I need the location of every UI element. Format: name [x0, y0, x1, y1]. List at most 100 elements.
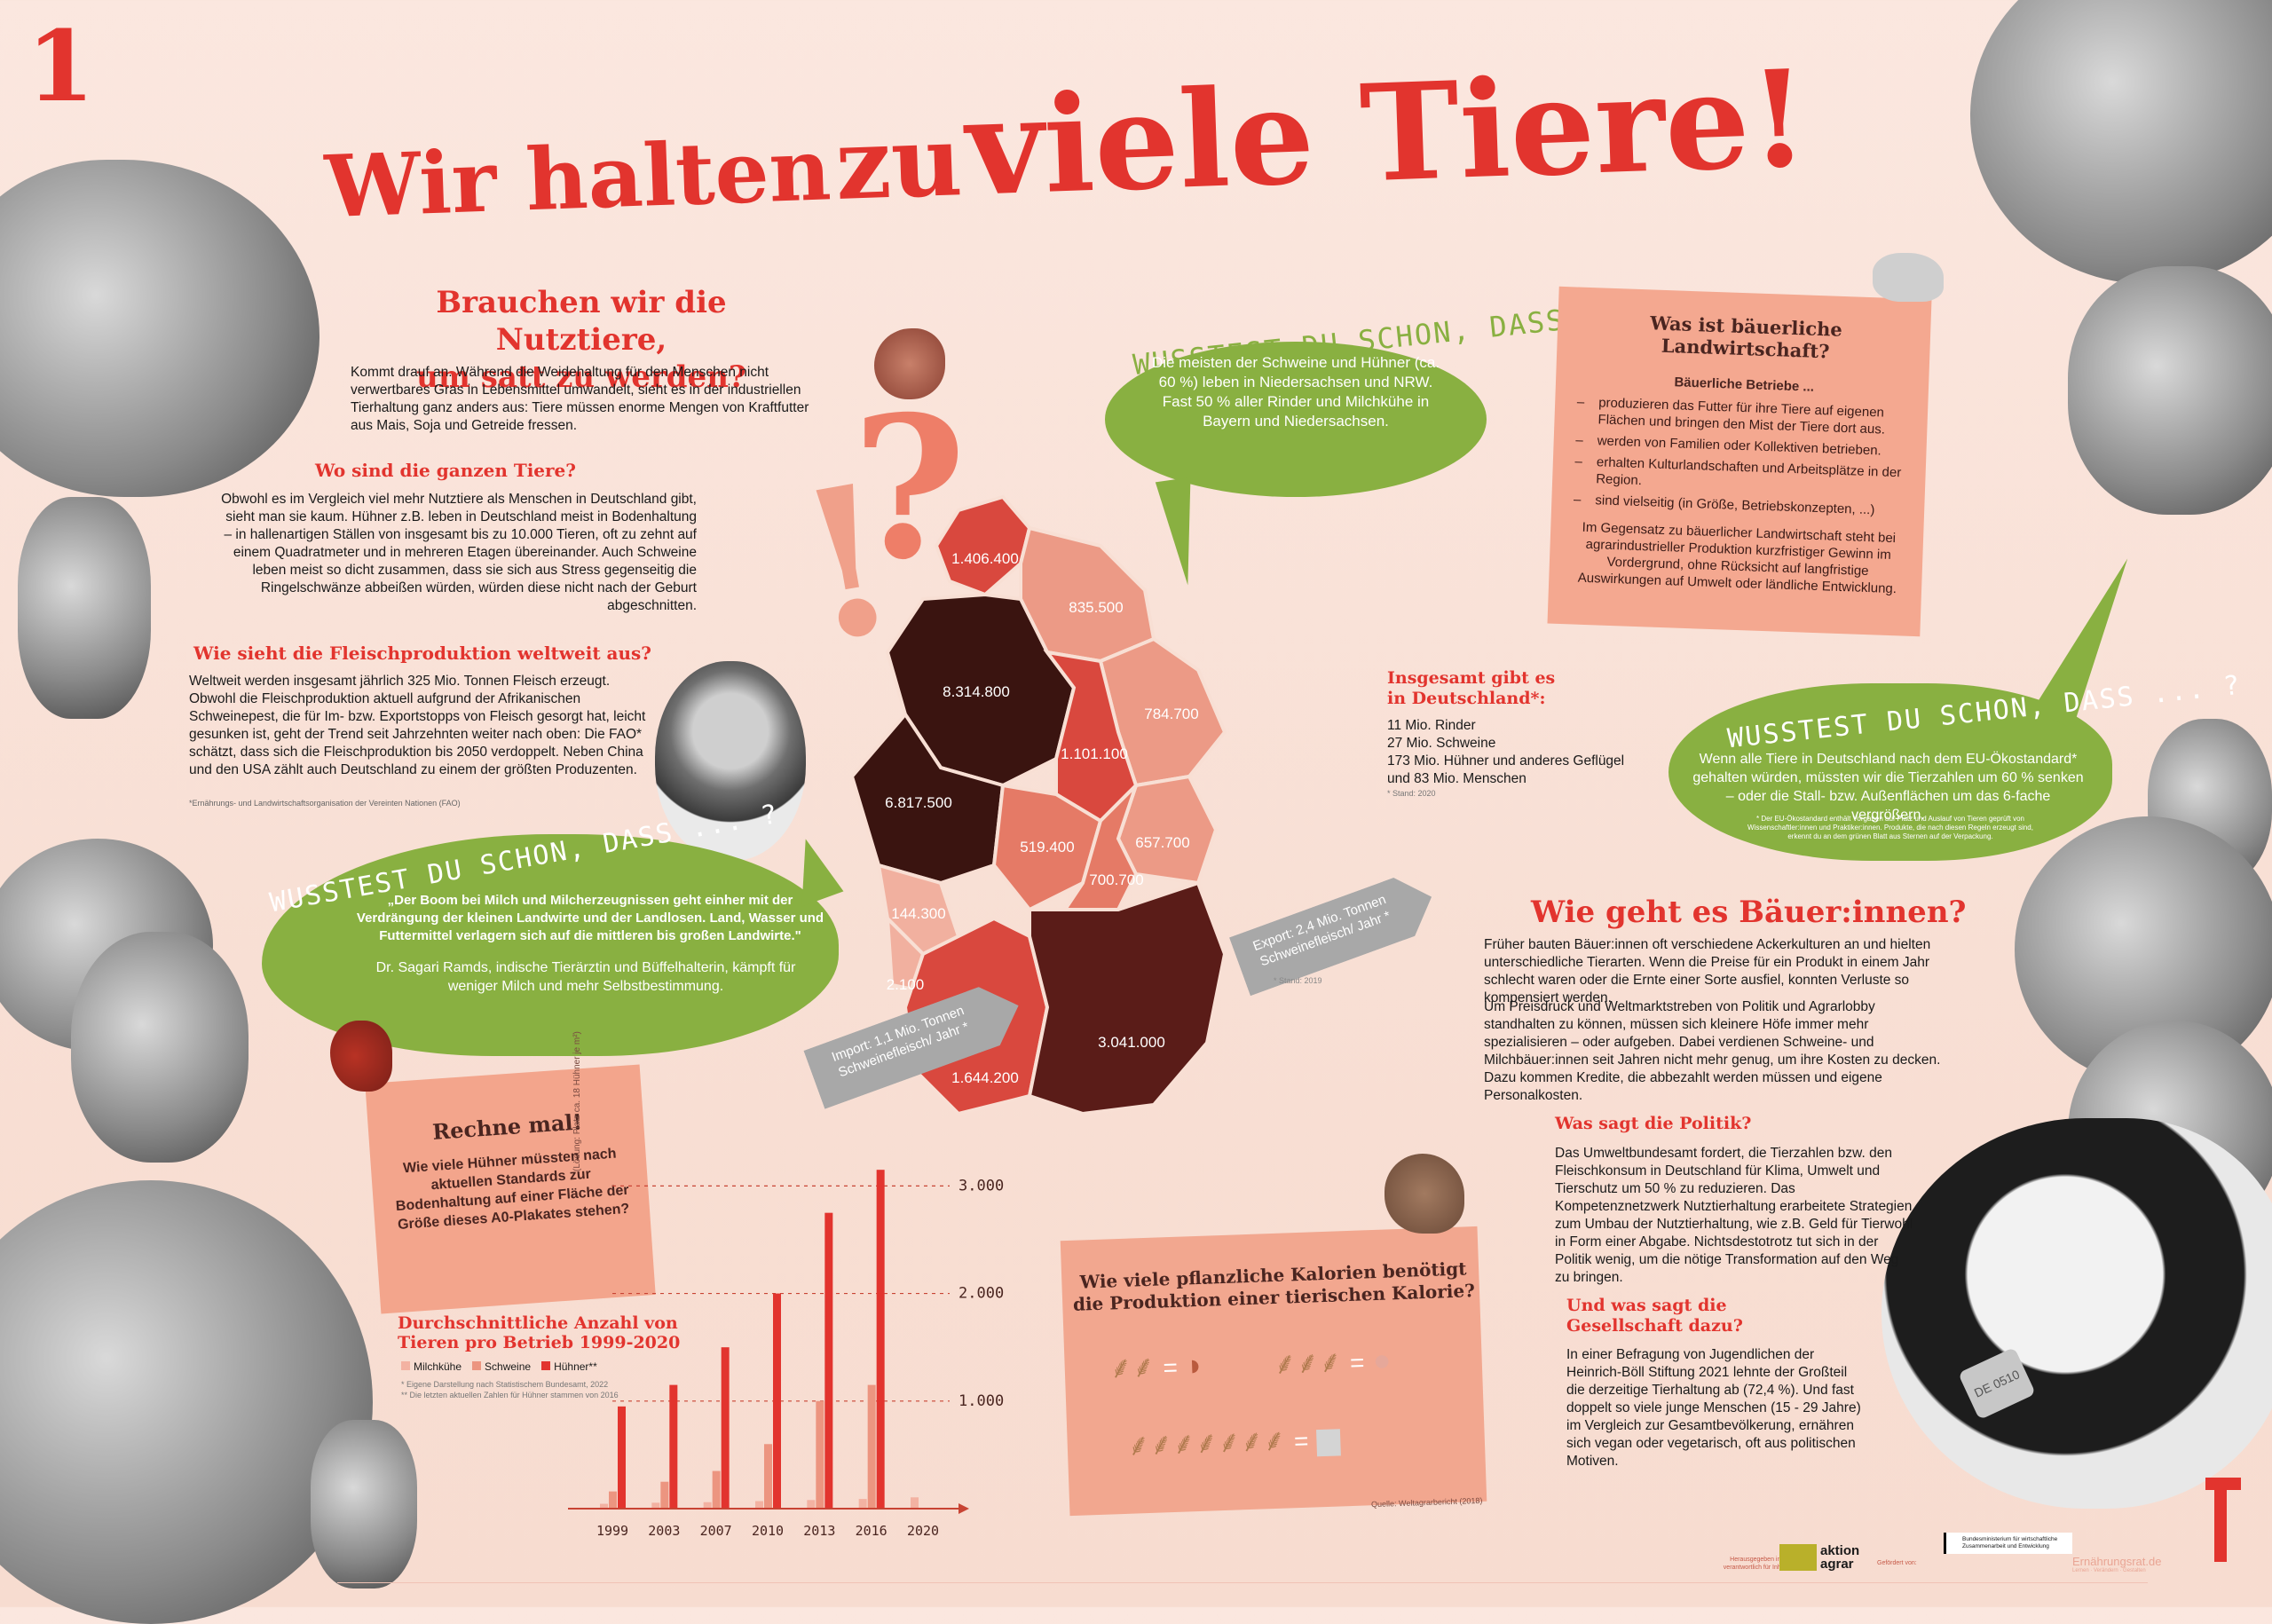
s3-footnote: *Ernährungs- und Landwirtschaftsorganisa… [189, 799, 461, 808]
s1-heading-line2: um satt zu werden? [416, 359, 746, 395]
s3-heading: Wie sieht die Fleischproduktion weltweit… [193, 643, 652, 664]
kalorien-equation-pig: ⸙⸙⸙ = ● [1273, 1338, 1392, 1384]
red-t-logo [2205, 1478, 2241, 1562]
x-tick-label: 2007 [700, 1523, 732, 1539]
chart-bar [773, 1293, 781, 1509]
chart-bar [764, 1444, 772, 1509]
totals-note: * Stand: 2020 [1387, 789, 1436, 798]
map-region-label: 700.700 [1089, 871, 1143, 888]
legend-swatch [401, 1361, 410, 1370]
map-region-label: 519.400 [1020, 839, 1074, 855]
y-tick-label: 1.000 [958, 1392, 1004, 1410]
footer-publisher-label: Herausgegeben in und verantwortlich für … [1723, 1557, 1793, 1571]
ruler-line [337, 1582, 2148, 1583]
s-gesellschaft-heading: Und was sagt die Gesellschaft dazu? [1566, 1296, 1743, 1336]
chart-bar [721, 1347, 730, 1509]
logo-bmz: Bundesministerium für wirtschaftliche Zu… [1944, 1533, 2072, 1554]
legend-label: Schweine [485, 1360, 532, 1373]
bubble-left-quote: „Der Boom bei Milch und Milcherzeugnisse… [356, 893, 824, 943]
blw-list: – produzieren das Futter für ihre Tiere a… [1574, 393, 1910, 519]
totals-line: und 83 Mio. Menschen [1387, 771, 1526, 786]
chart-bar [703, 1502, 712, 1509]
bubble-right [1668, 683, 2112, 861]
bubble-left-attribution: Dr. Sagari Ramds, indische Tierärztin un… [375, 960, 796, 994]
pig-snout-photo [0, 1180, 373, 1624]
map-region-label: 1.644.200 [951, 1069, 1019, 1086]
chart-bar [618, 1406, 626, 1509]
pig-icon: ● [1372, 1343, 1392, 1378]
blw-item-text: produzieren das Futter für ihre Tiere au… [1598, 395, 1886, 438]
map-region [934, 494, 1032, 597]
s-bauern-p1: Früher bauten Bäuer:innen oft verschiede… [1484, 937, 1931, 1005]
turkey-illustration [1384, 1154, 1464, 1234]
cow-icon: ▆ [1316, 1421, 1341, 1456]
blw-subheading: Bäuerliche Betriebe ... [1674, 374, 1815, 395]
kalorien-equation-cow: ⸙⸙⸙⸙⸙⸙⸙ = ▆ [1126, 1416, 1340, 1464]
x-tick-label: 2010 [752, 1523, 784, 1539]
aktion-agrar-text: aktion agrar [1820, 1543, 1860, 1572]
cow-nose-photo [1970, 0, 2272, 284]
s2-body: Obwohl es im Vergleich viel mehr Nutztie… [221, 492, 697, 613]
blw-item: – produzieren das Futter für ihre Tiere a… [1576, 393, 1910, 438]
export-note: * Stand: 2019 [1274, 976, 1322, 985]
s2-heading: Wo sind die ganzen Tiere? [315, 460, 577, 481]
legend-item: Hühner** [541, 1360, 597, 1373]
bar-chart: 1.000 2.000 3.000 1999 2003 2007 2010 2013 2016 2… [568, 1170, 1004, 1539]
y-tick-label: 3.000 [958, 1177, 1004, 1194]
chart-legend: Milchkühe Schweine Hühner** [401, 1360, 597, 1373]
bubble-top [1105, 342, 1487, 497]
map-region-label: 1.406.400 [951, 550, 1019, 567]
s1-heading-line1: Brauchen wir die Nutztiere, [436, 285, 727, 358]
s-gesellschaft-heading-line2: Gesellschaft dazu? [1566, 1316, 1743, 1336]
chart-bar [755, 1501, 763, 1509]
map-region-label: 657.700 [1135, 834, 1189, 851]
portrait-photo [655, 661, 806, 861]
cow-head-photo [18, 497, 151, 719]
chart-bar [816, 1400, 824, 1509]
chart-title-line2: Tieren pro Betrieb 1999-2020 [398, 1333, 681, 1352]
blw-item-text: sind vielseitig (in Größe, Betriebskonze… [1595, 493, 1875, 518]
footer-funded-label: Gefördert von: [1877, 1560, 1917, 1566]
legend-swatch [541, 1361, 551, 1370]
chart-bar [669, 1384, 678, 1509]
map-region-label: 835.500 [1069, 599, 1123, 616]
rooster-illustration [330, 1021, 392, 1092]
map-region-label: 2.100 [887, 976, 925, 993]
page-title: Wir halten zu viele Tiere! [321, 41, 1810, 248]
chart-note1: * Eigene Darstellung nach Statistischem … [401, 1380, 609, 1389]
title-part3: viele Tiere! [963, 40, 1811, 226]
logo-ernaehrungsrat: Ernährungsrat.de Lernen · Verändern · Ge… [2072, 1555, 2161, 1573]
s-politik-heading: Was sagt die Politik? [1555, 1114, 1752, 1133]
legend-item: Schweine [472, 1360, 531, 1373]
s3-body: Weltweit werden insgesamt jährlich 325 M… [189, 674, 646, 777]
equals-icon: = [1349, 1348, 1365, 1377]
s-bauern-p2: Um Preisdruck und Weltmarktstreben von P… [1484, 999, 1941, 1103]
totals-heading: Insgesamt gibt es in Deutschland*: [1387, 668, 1555, 709]
blw-item: – erhalten Kulturlandschaften und Arbeits… [1574, 453, 1908, 498]
bubble-right-body: Wenn alle Tiere in Deutschland nach dem … [1692, 752, 2084, 823]
s1-heading: Brauchen wir die Nutztiere, um satt zu w… [351, 284, 812, 396]
map-region-label: 8.314.800 [943, 683, 1010, 700]
x-tick-label: 2020 [907, 1523, 939, 1539]
x-tick-label: 2016 [856, 1523, 888, 1539]
map-region-label: 144.300 [891, 905, 945, 922]
x-tick-label: 2003 [648, 1523, 680, 1539]
chart-bar [824, 1212, 833, 1509]
chicken-icon: ◗ [1185, 1348, 1205, 1383]
x-axis-arrow [958, 1503, 969, 1514]
blw-body: Im Gegensatz zu bäuerlicher Landwirtscha… [1577, 519, 1897, 597]
s-bauern-heading: Wie geht es Bäuer:innen? [1531, 895, 1967, 930]
goat-photo [2068, 266, 2272, 515]
legend-label: Milchkühe [414, 1360, 462, 1373]
map-region-label: 1.101.100 [1061, 745, 1128, 762]
wheat-icon: ⸙⸙ [1108, 1350, 1156, 1385]
s-gesellschaft-body: In einer Befragung von Jugendlichen der … [1566, 1347, 1861, 1469]
chicken-photo [0, 160, 320, 497]
page-number: 1 [27, 9, 95, 123]
totals-heading-line2: in Deutschland*: [1387, 689, 1546, 708]
logo-aktion-agrar: aktion agrar [1779, 1544, 1872, 1571]
title-part1: Wir halten [323, 119, 833, 238]
chart-title-line1: Durchschnittliche Anzahl von [398, 1313, 678, 1333]
hen-illustration [874, 328, 945, 399]
bubble-left [262, 834, 839, 1056]
